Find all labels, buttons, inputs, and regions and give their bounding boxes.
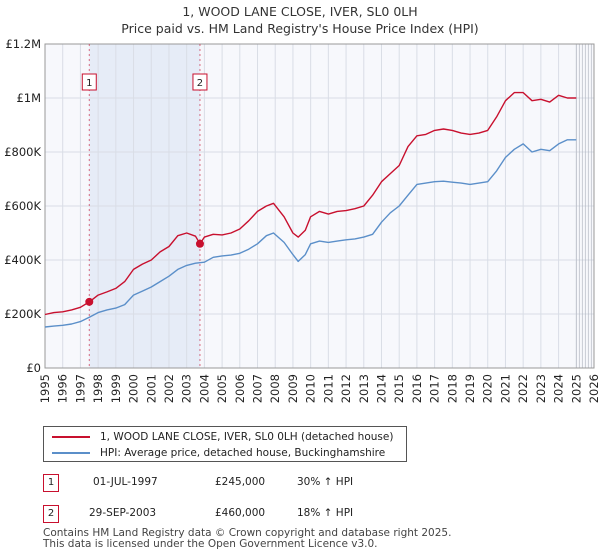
y-tick-label: £600K — [4, 199, 41, 213]
x-tick-label: 2003 — [180, 374, 194, 403]
x-tick-label: 2014 — [374, 374, 388, 403]
hpi-series-line — [44, 139, 577, 328]
x-tick-label: 2020 — [481, 374, 495, 403]
chart-subtitle: Price paid vs. HM Land Registry's House … — [121, 21, 479, 36]
footer-copyright: Contains HM Land Registry data © Crown c… — [43, 527, 452, 539]
series-layer — [44, 91, 577, 328]
y-tick-label: £400K — [4, 253, 41, 267]
x-tick-label: 1996 — [56, 374, 70, 403]
sale-hpi-diff: 18% ↑ HPI — [297, 507, 354, 519]
legend-label-hpi: HPI: Average price, detached house, Buck… — [100, 447, 386, 459]
sale-point-marker — [195, 239, 204, 248]
x-tick-label: 2012 — [339, 374, 353, 403]
legend-item-property: 1, WOOD LANE CLOSE, IVER, SL0 0LH (detac… — [52, 429, 393, 445]
x-tick-label: 2019 — [463, 374, 477, 403]
x-tick-label: 2025 — [569, 374, 583, 403]
x-tick-label: 2023 — [534, 374, 548, 403]
sale-label-text: 2 — [197, 78, 203, 89]
y-tick-label: £0 — [26, 361, 41, 375]
x-tick-label: 2004 — [197, 374, 211, 403]
x-tick-label: 2017 — [428, 374, 442, 403]
sale-label-text: 1 — [86, 78, 92, 89]
legend: 1, WOOD LANE CLOSE, IVER, SL0 0LH (detac… — [43, 426, 407, 462]
plot-frame — [44, 43, 595, 369]
sale-number-badge: 2 — [43, 505, 59, 523]
x-tick-label: 2000 — [127, 374, 141, 403]
sale-point-marker — [85, 297, 94, 306]
x-tick-label: 2021 — [498, 374, 512, 403]
x-tick-label: 1995 — [38, 374, 52, 403]
sale-label-box — [81, 73, 97, 91]
x-tick-label: 2002 — [162, 374, 176, 403]
x-tick-label: 2026 — [587, 374, 600, 403]
x-tick-label: 2009 — [286, 374, 300, 403]
x-tick-label: 2024 — [552, 374, 566, 403]
x-tick-label: 2022 — [516, 374, 530, 403]
x-tick-label: 2013 — [357, 374, 371, 403]
sale-price: £460,000 — [215, 507, 266, 519]
sale-date: 29-SEP-2003 — [89, 507, 157, 519]
x-tick-label: 1998 — [91, 374, 105, 403]
x-tick-label: 2001 — [144, 374, 158, 403]
y-tick-label: £1M — [16, 91, 41, 105]
x-tick-label: 1997 — [73, 374, 87, 403]
x-tick-label: 2008 — [268, 374, 282, 403]
x-tick-label: 2011 — [321, 374, 335, 403]
x-tick-label: 2005 — [215, 374, 229, 403]
legend-label-property: 1, WOOD LANE CLOSE, IVER, SL0 0LH (detac… — [100, 431, 394, 443]
x-tick-label: 2015 — [392, 374, 406, 403]
y-tick-label: £800K — [4, 145, 41, 159]
x-tick-label: 2006 — [233, 374, 247, 403]
legend-swatch-hpi — [52, 452, 90, 454]
y-tick-label: £200K — [4, 307, 41, 321]
sale-date: 01-JUL-1997 — [93, 476, 158, 488]
property-series-line — [44, 91, 577, 316]
x-tick-label: 2018 — [445, 374, 459, 403]
x-tick-label: 2016 — [410, 374, 424, 403]
legend-swatch-property — [52, 436, 90, 438]
sale-hpi-diff: 30% ↑ HPI — [297, 476, 354, 488]
footer-licence: This data is licensed under the Open Gov… — [43, 538, 378, 550]
x-tick-label: 1999 — [109, 374, 123, 403]
y-tick-label: £1.2M — [5, 37, 41, 51]
sale-label-box — [192, 73, 208, 91]
grid-layer — [44, 43, 595, 369]
sale-price: £245,000 — [215, 476, 266, 488]
sale-number-badge: 1 — [43, 474, 59, 492]
x-tick-label: 2010 — [304, 374, 318, 403]
x-tick-label: 2007 — [251, 374, 265, 403]
legend-item-hpi: HPI: Average price, detached house, Buck… — [52, 445, 385, 461]
footer: Contains HM Land Registry data © Crown c… — [43, 528, 451, 550]
chart-title: 1, WOOD LANE CLOSE, IVER, SL0 0LH — [182, 4, 418, 19]
